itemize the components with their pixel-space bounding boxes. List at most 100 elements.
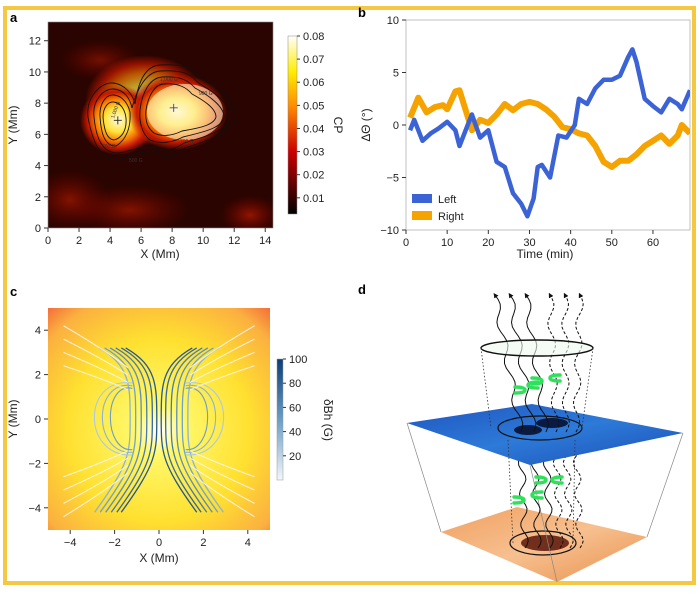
box-edges — [406, 422, 684, 583]
x-tick-label: 10 — [197, 235, 209, 247]
streamline — [63, 472, 129, 518]
contour-label: 1,000 G — [110, 100, 122, 119]
colorbar-tick-label: 60 — [289, 402, 301, 414]
colorbar-tick-label: 0.03 — [303, 147, 324, 159]
streamline — [189, 464, 255, 504]
colorbar-tick-label: 100 — [289, 354, 307, 366]
legend-swatch-left — [412, 194, 432, 203]
x-tick-label: −2 — [108, 537, 121, 549]
panel-label-d: d — [358, 282, 366, 297]
y-tick-label: 10 — [387, 15, 399, 27]
y-tick-label: 0 — [35, 223, 41, 235]
streamline — [189, 325, 255, 369]
contour-label: 1,000 G — [160, 77, 178, 83]
streamline — [116, 347, 153, 513]
y-axis-label: Y (Mm) — [6, 105, 20, 144]
chromosphere-plane — [407, 404, 683, 465]
series-right — [407, 87, 690, 170]
colorbar — [276, 358, 284, 481]
y-tick-label: 2 — [35, 370, 41, 382]
panel-label-a: a — [10, 10, 18, 25]
x-axis-label: X (Mm) — [140, 247, 179, 261]
panel-b-line-chart: 0 10 20 30 40 50 60 −10 −5 0 5 10 Time (min) ΔΘ (°)… — [359, 15, 691, 261]
y-tick-label: −10 — [380, 225, 399, 237]
colorbar-label: CP — [331, 117, 345, 134]
y-tick-label: 12 — [29, 36, 41, 48]
y-tick-label: 6 — [35, 129, 41, 141]
streamline — [165, 347, 202, 513]
x-tick-label: 2 — [76, 235, 82, 247]
streamline — [189, 457, 255, 491]
streamline — [63, 464, 129, 504]
legend-label: Right — [438, 211, 464, 223]
twist-icon — [530, 376, 544, 386]
legend-label: Left — [438, 194, 456, 206]
panel-a-heatmap: 1,000 G 1,000 G 900 G 800 G 700 G 500 G … — [6, 21, 345, 261]
colorbar-tick-label: 0.05 — [303, 100, 324, 112]
streamline-loop — [109, 387, 133, 451]
plus-marker — [169, 103, 178, 112]
x-tick-label: 40 — [565, 237, 577, 249]
streamline-loop — [185, 382, 225, 456]
field-line-dashed — [561, 292, 570, 433]
streamline — [63, 325, 129, 369]
x-tick-label: 30 — [523, 237, 535, 249]
streamline — [110, 347, 148, 513]
x-tick-label: 0 — [156, 537, 162, 549]
twist-icon — [513, 385, 527, 395]
field-line — [524, 292, 549, 433]
legend-swatch-right — [412, 211, 432, 220]
colorbar-tick-label: 0.08 — [303, 31, 324, 43]
x-tick-label: 20 — [482, 237, 494, 249]
colorbar-tick-label: 0.01 — [303, 193, 324, 205]
streamline — [94, 347, 131, 513]
x-tick-label: 0 — [45, 235, 51, 247]
y-tick-label: 0 — [393, 120, 399, 132]
field-line-dashed — [547, 292, 560, 433]
figure-frame — [3, 6, 696, 585]
streamline-loop — [185, 387, 209, 451]
streamline-loop — [93, 382, 133, 456]
y-tick-label: 8 — [35, 98, 41, 110]
contour-label: 500 G — [129, 158, 143, 164]
colorbar-tick-label: 80 — [289, 378, 301, 390]
y-tick-label: 0 — [35, 414, 41, 426]
field-line-dashed — [552, 439, 564, 549]
panel-c-streamplot: −4 −2 0 2 4 −4 −2 0 2 4 X (Mm) Y (Mm) 20 40 60 80 100… — [6, 308, 335, 565]
panel-label-c: c — [10, 284, 17, 299]
twist-icon — [534, 475, 548, 485]
y-axis-label: ΔΘ (°) — [359, 108, 373, 141]
twist-icon — [530, 490, 544, 500]
x-tick-label: 60 — [647, 237, 659, 249]
twist-icon — [550, 475, 564, 485]
streamline — [120, 347, 158, 513]
streamline — [63, 457, 129, 491]
streamline — [189, 365, 255, 391]
streamline — [189, 338, 255, 376]
x-tick-label: 6 — [138, 235, 144, 247]
streamline — [170, 347, 208, 513]
field-line-dashed — [572, 439, 584, 549]
y-tick-label: 2 — [35, 192, 41, 204]
streamline — [105, 347, 142, 513]
colorbar-tick-label: 0.02 — [303, 170, 324, 182]
x-tick-label: 4 — [107, 235, 113, 247]
series-left — [408, 47, 690, 219]
y-tick-label: −4 — [28, 503, 41, 515]
twist-icon — [548, 373, 562, 383]
field-line — [493, 292, 524, 433]
contour-label: 700 G — [180, 139, 194, 145]
y-tick-label: 4 — [35, 161, 41, 173]
x-tick-label: 50 — [606, 237, 618, 249]
x-tick-label: 2 — [200, 537, 206, 549]
x-axis-label: X (Mm) — [139, 551, 178, 565]
legend: Left Right — [412, 194, 464, 223]
streamline — [63, 450, 129, 478]
streamline — [189, 351, 255, 383]
contour-label: 800 G — [102, 144, 116, 150]
y-tick-label: −5 — [386, 173, 399, 185]
y-tick-label: 10 — [29, 67, 41, 79]
streamline — [160, 347, 198, 513]
field-line — [508, 292, 537, 433]
